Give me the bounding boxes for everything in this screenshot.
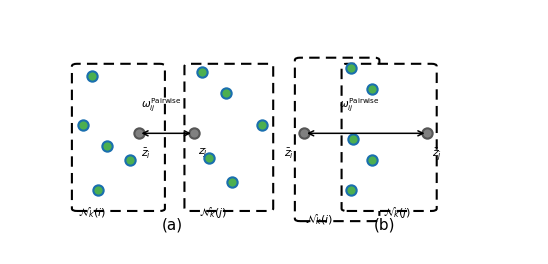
Text: (a): (a) [162,218,183,233]
Point [368,158,376,162]
Text: $\bar{z}_j$: $\bar{z}_j$ [432,147,442,163]
FancyBboxPatch shape [72,64,165,211]
FancyBboxPatch shape [341,64,437,211]
Text: $\mathcal{N}_k(i)$: $\mathcal{N}_k(i)$ [305,212,333,227]
Point [204,155,213,160]
Point [190,131,198,135]
Text: $z_j$: $z_j$ [198,147,208,161]
Point [368,87,376,91]
Point [300,131,309,135]
Point [346,66,355,70]
Point [134,131,143,135]
Text: $\mathcal{N}_k(j)$: $\mathcal{N}_k(j)$ [384,205,412,220]
Text: $\omega_{ij}^{\mathrm{Pairwise}}$: $\omega_{ij}^{\mathrm{Pairwise}}$ [339,97,380,114]
Text: $\bar{z}_i$: $\bar{z}_i$ [141,147,151,161]
Point [198,70,207,74]
Point [88,74,96,78]
Text: (b): (b) [374,218,396,233]
Text: $\bar{z}_i$: $\bar{z}_i$ [283,147,294,161]
Point [258,123,266,127]
FancyBboxPatch shape [185,64,273,211]
Text: $\omega_{ij}^{\mathrm{Pairwise}}$: $\omega_{ij}^{\mathrm{Pairwise}}$ [141,97,181,114]
Point [102,143,111,148]
FancyBboxPatch shape [295,58,379,221]
Point [349,137,357,142]
Point [221,91,230,95]
Point [423,131,432,135]
Text: $\mathcal{N}_k(i)$: $\mathcal{N}_k(i)$ [78,205,106,220]
Point [227,180,236,184]
Text: $\mathcal{N}_k(j)$: $\mathcal{N}_k(j)$ [199,205,227,220]
Point [346,188,355,192]
Point [125,158,134,162]
Point [79,123,88,127]
Point [94,188,102,192]
